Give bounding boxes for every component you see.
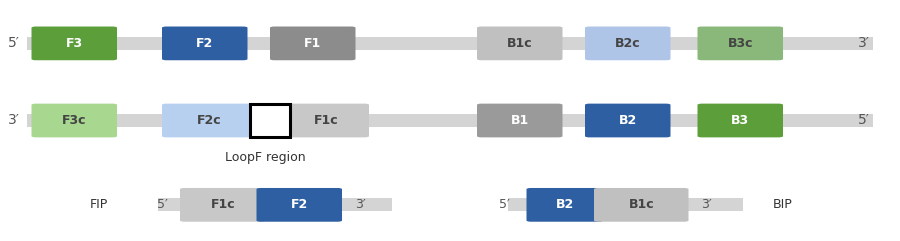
Text: F1: F1: [304, 37, 321, 50]
Text: F2c: F2c: [197, 114, 221, 127]
Bar: [250, 104, 290, 137]
Text: BIP: BIP: [773, 198, 793, 211]
Text: 3′: 3′: [858, 36, 870, 50]
FancyBboxPatch shape: [32, 104, 117, 137]
Bar: [27, 114, 873, 127]
FancyBboxPatch shape: [526, 188, 603, 222]
Text: F3: F3: [66, 37, 83, 50]
Text: 3′: 3′: [7, 114, 20, 127]
Text: 5′: 5′: [7, 36, 20, 50]
Bar: [158, 198, 392, 212]
Text: B2: B2: [555, 198, 574, 211]
Text: B1: B1: [510, 114, 529, 127]
Text: F1c: F1c: [314, 114, 338, 127]
Text: F1c: F1c: [211, 198, 235, 211]
Text: F2: F2: [196, 37, 213, 50]
FancyBboxPatch shape: [698, 104, 783, 137]
Text: B2c: B2c: [615, 37, 641, 50]
Text: B1c: B1c: [507, 37, 533, 50]
FancyBboxPatch shape: [477, 27, 562, 60]
Text: B3: B3: [731, 114, 750, 127]
FancyBboxPatch shape: [180, 188, 266, 222]
Bar: [27, 37, 873, 50]
FancyBboxPatch shape: [698, 27, 783, 60]
FancyBboxPatch shape: [162, 27, 248, 60]
Text: 3′: 3′: [701, 198, 712, 211]
FancyBboxPatch shape: [256, 188, 342, 222]
FancyBboxPatch shape: [594, 188, 688, 222]
Text: 3′: 3′: [355, 198, 365, 211]
Text: F2: F2: [291, 198, 308, 211]
Bar: [508, 198, 742, 212]
Text: B1c: B1c: [628, 198, 654, 211]
Text: B2: B2: [618, 114, 637, 127]
FancyBboxPatch shape: [32, 27, 117, 60]
FancyBboxPatch shape: [585, 104, 670, 137]
Text: B3c: B3c: [727, 37, 753, 50]
FancyBboxPatch shape: [270, 27, 356, 60]
FancyBboxPatch shape: [162, 104, 256, 137]
Text: LoopF region: LoopF region: [225, 151, 306, 164]
FancyBboxPatch shape: [585, 27, 670, 60]
Text: FIP: FIP: [90, 198, 108, 211]
Text: 5′: 5′: [858, 114, 870, 127]
FancyBboxPatch shape: [284, 104, 369, 137]
Text: 5′: 5′: [499, 198, 509, 211]
FancyBboxPatch shape: [477, 104, 562, 137]
Text: 5′: 5′: [157, 198, 167, 211]
Text: F3c: F3c: [62, 114, 86, 127]
